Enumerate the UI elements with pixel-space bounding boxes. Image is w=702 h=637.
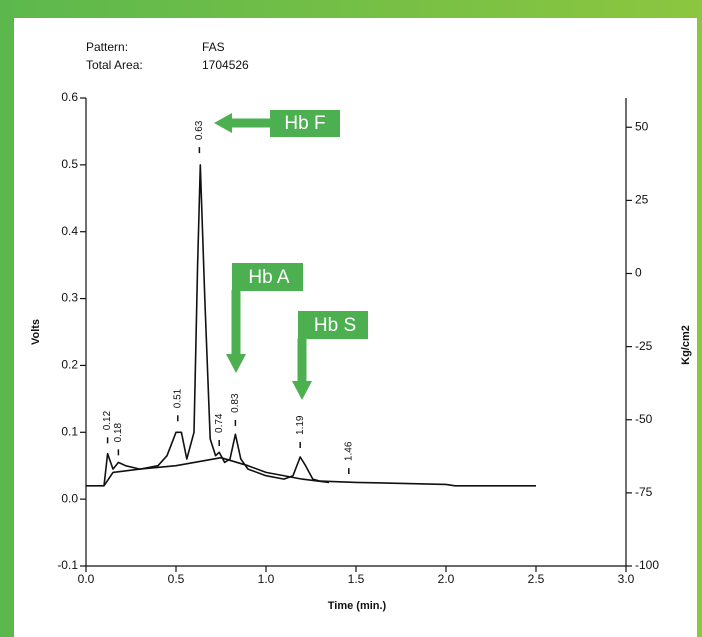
y2-tick-label: -50: [635, 412, 653, 426]
annotation-hbs: Hb S: [292, 311, 368, 400]
peak-label: 0.74: [214, 413, 225, 433]
y-tick-label: 0.1: [61, 424, 78, 438]
y-tick-label: -0.1: [57, 558, 78, 572]
annotation-text: Hb A: [248, 267, 290, 288]
y2-axis-title: Kg/cm2: [680, 325, 692, 365]
arrow-head: [214, 113, 232, 133]
series-line: [86, 164, 536, 487]
annotation-box: [270, 110, 340, 137]
peak-label: 0.18: [113, 422, 124, 442]
y-tick-label: 0.6: [61, 90, 78, 104]
annotation-text: Hb S: [314, 315, 356, 336]
annotation-text: Hb F: [284, 113, 325, 134]
annotation-box: [232, 263, 303, 291]
info-value: 1704526: [202, 58, 249, 72]
y-tick-label: 0.3: [61, 291, 78, 305]
x-tick-label: 2.5: [528, 572, 545, 586]
y-tick-label: 0.5: [61, 157, 78, 171]
y2-tick-label: 0: [635, 266, 642, 280]
x-tick-label: 1.0: [258, 572, 275, 586]
info-label: Total Area:: [86, 58, 143, 72]
y-tick-label: 0.4: [61, 224, 78, 238]
peak-label: 0.12: [102, 410, 113, 430]
y2-tick-label: -25: [635, 339, 653, 353]
peak-label: 1.46: [343, 441, 354, 461]
annotation-box: [298, 311, 368, 339]
peak-label: 0.51: [172, 388, 183, 408]
x-axis-title: Time (min.): [328, 600, 387, 612]
peak-label: 1.19: [295, 415, 306, 435]
y2-tick-label: 50: [635, 119, 649, 133]
annotation-hbf: Hb F: [214, 110, 340, 137]
x-tick-label: 3.0: [618, 572, 635, 586]
y-axis-title: Volts: [30, 319, 42, 345]
y-tick-label: 0.2: [61, 358, 78, 372]
x-tick-label: 0.5: [168, 572, 185, 586]
y2-tick-label: 25: [635, 193, 649, 207]
annotation-hba: Hb A: [226, 263, 303, 373]
y2-tick-label: -75: [635, 485, 653, 499]
left-band: [0, 0, 14, 637]
y2-tick-label: -100: [635, 558, 659, 572]
series-line: [103, 456, 330, 487]
peak-label: 0.83: [230, 393, 241, 413]
info-value: FAS: [202, 40, 225, 54]
peak-label: 0.63: [194, 120, 205, 140]
y-tick-label: 0.0: [61, 491, 78, 505]
info-label: Pattern:: [86, 40, 128, 54]
arrow-head: [226, 354, 246, 373]
top-band: [0, 0, 702, 18]
arrow-head: [292, 381, 312, 400]
x-tick-label: 2.0: [438, 572, 455, 586]
x-tick-label: 1.5: [348, 572, 365, 586]
right-band: [697, 0, 702, 637]
x-tick-label: 0.0: [78, 572, 95, 586]
